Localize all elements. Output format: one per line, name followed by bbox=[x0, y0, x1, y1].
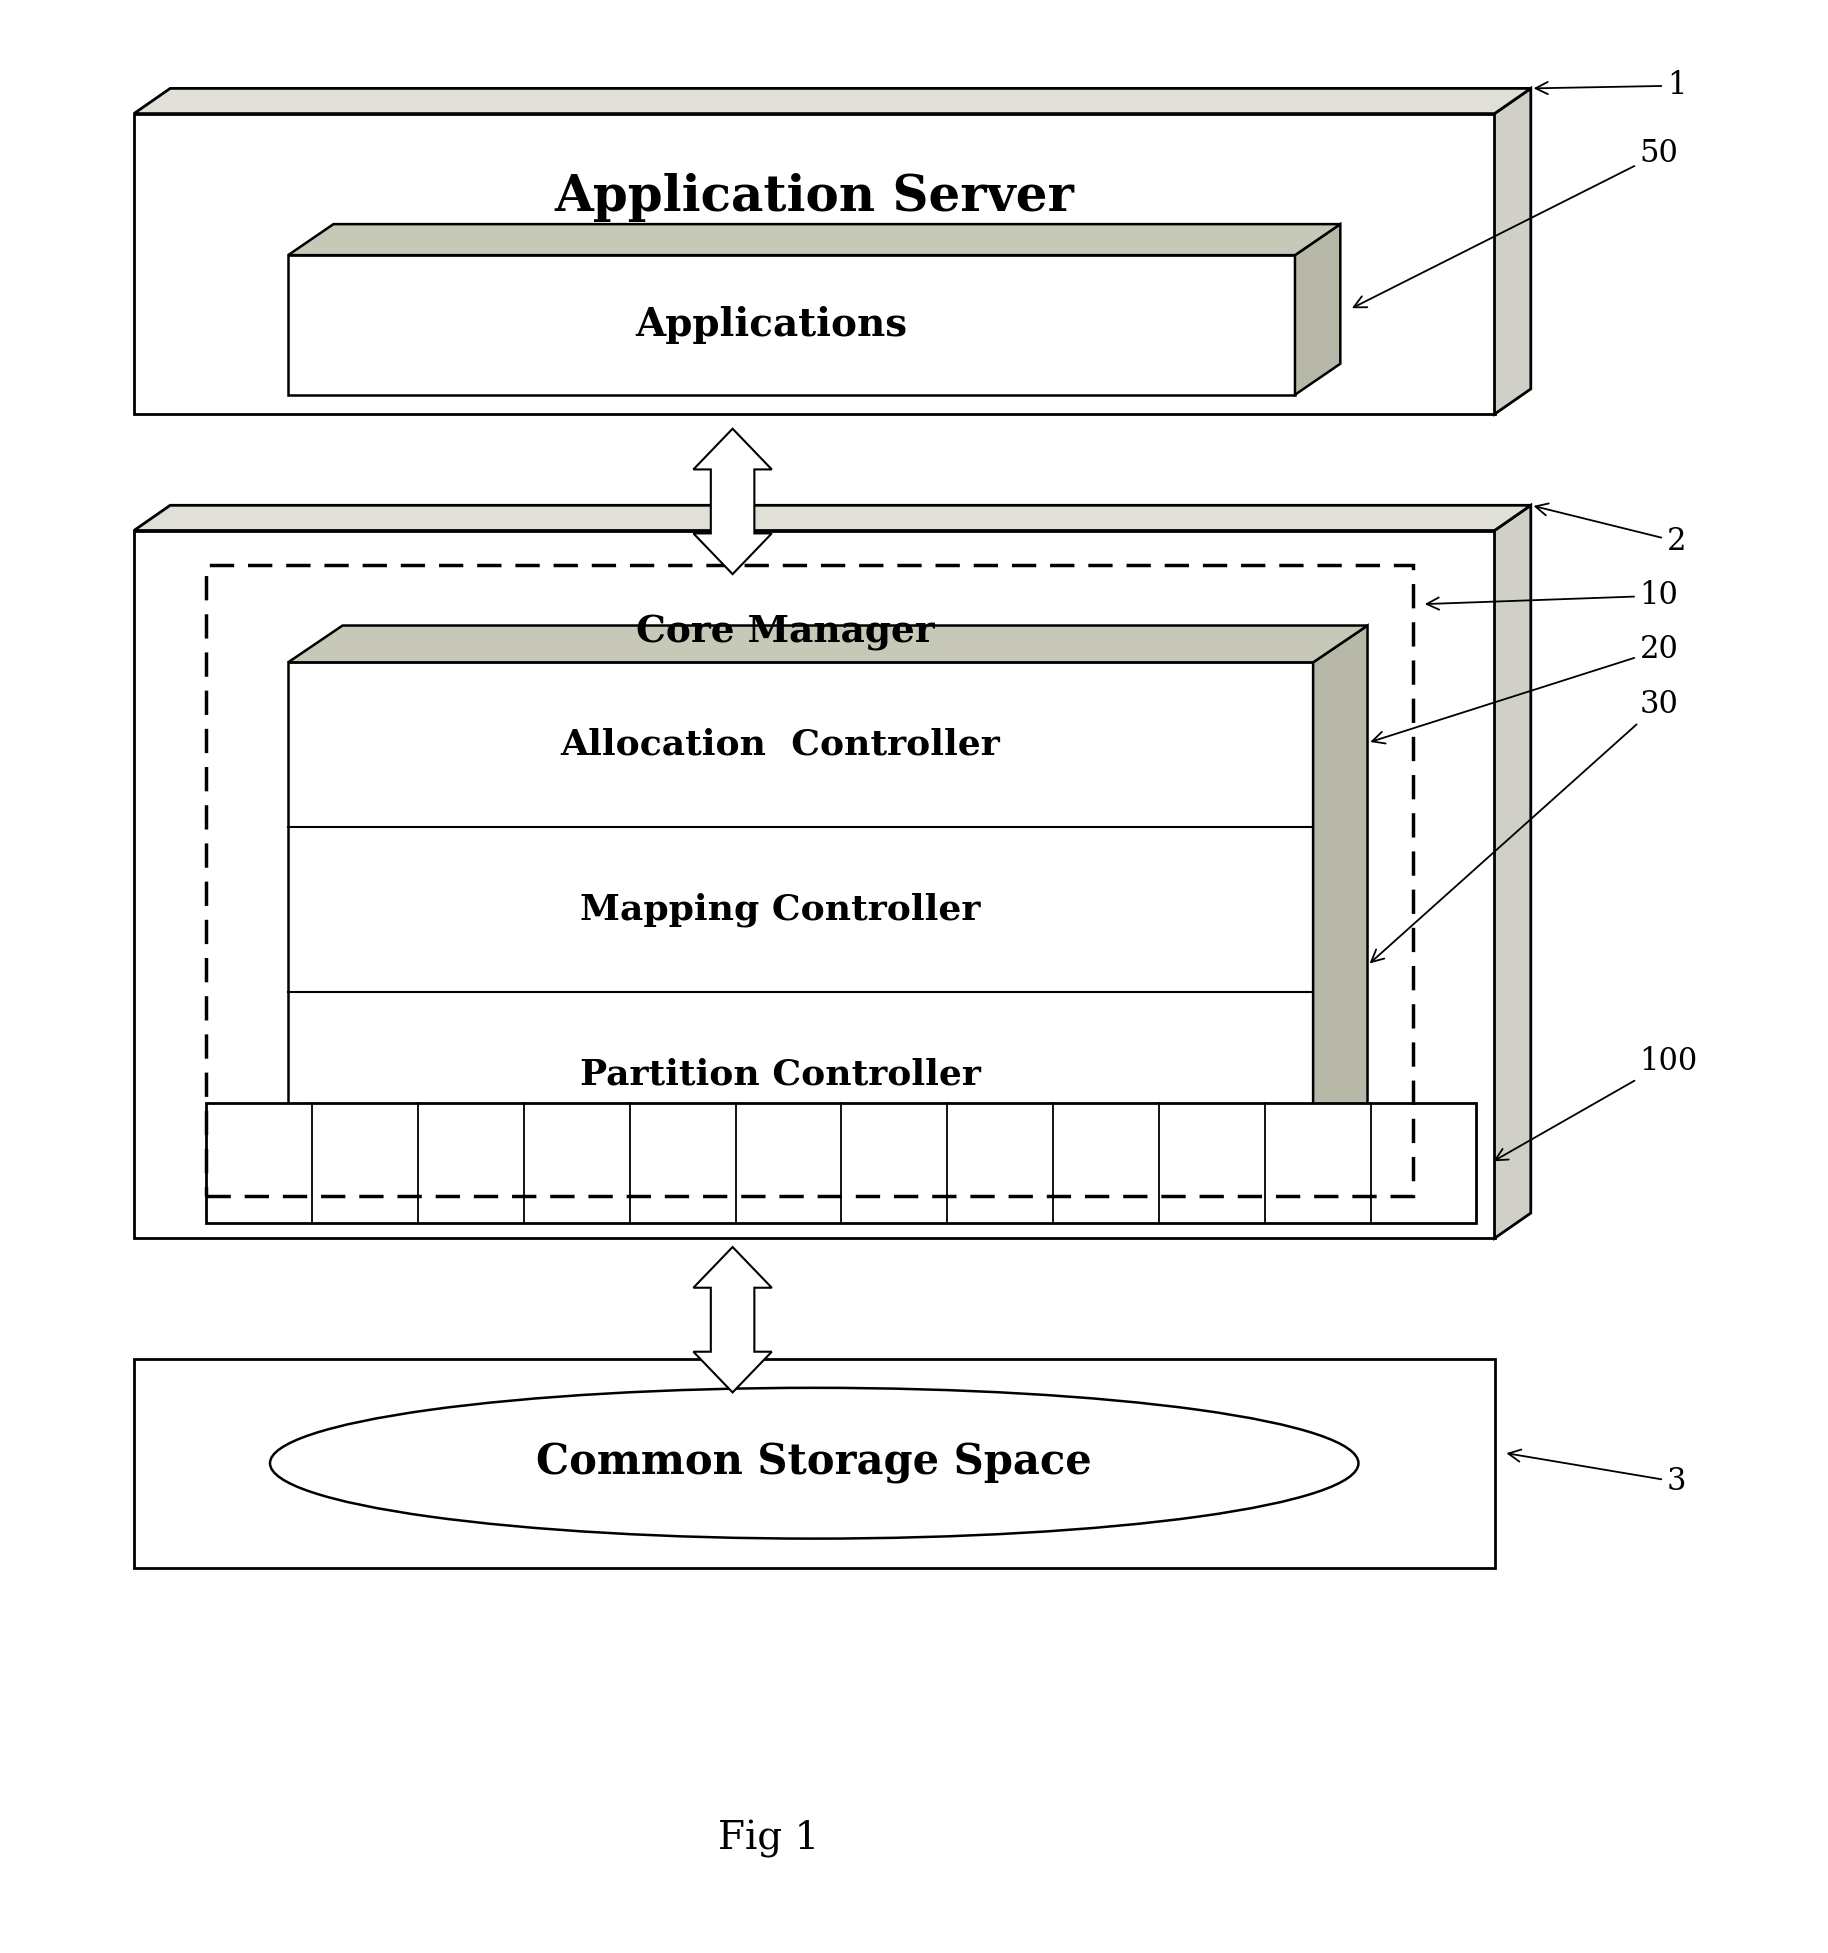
Polygon shape bbox=[693, 1248, 771, 1392]
Text: 20: 20 bbox=[1373, 635, 1678, 744]
Polygon shape bbox=[1495, 88, 1530, 414]
Polygon shape bbox=[1294, 225, 1340, 395]
Text: 2: 2 bbox=[1536, 504, 1687, 557]
Ellipse shape bbox=[271, 1389, 1358, 1539]
Text: Core Manager: Core Manager bbox=[636, 613, 934, 650]
Polygon shape bbox=[289, 625, 1367, 662]
Text: 10: 10 bbox=[1426, 580, 1678, 611]
Polygon shape bbox=[289, 256, 1294, 395]
Text: Common Storage Space: Common Storage Space bbox=[536, 1441, 1091, 1484]
Polygon shape bbox=[289, 662, 1313, 1156]
Polygon shape bbox=[1313, 625, 1367, 1156]
Polygon shape bbox=[133, 88, 1530, 113]
Text: Mapping Controller: Mapping Controller bbox=[579, 893, 980, 928]
Polygon shape bbox=[133, 113, 1495, 414]
Text: 50: 50 bbox=[1355, 139, 1678, 307]
Polygon shape bbox=[133, 506, 1530, 531]
Text: Applications: Applications bbox=[636, 307, 907, 344]
Text: Allocation  Controller: Allocation Controller bbox=[559, 728, 1000, 762]
Polygon shape bbox=[289, 225, 1340, 256]
Text: Fig 1: Fig 1 bbox=[718, 1820, 819, 1859]
Text: Partition Controller: Partition Controller bbox=[579, 1057, 980, 1092]
Text: 100: 100 bbox=[1495, 1045, 1698, 1160]
Text: Application Server: Application Server bbox=[554, 174, 1075, 223]
Text: 1: 1 bbox=[1536, 70, 1687, 102]
Text: 30: 30 bbox=[1371, 689, 1678, 963]
Text: 3: 3 bbox=[1508, 1449, 1687, 1498]
Polygon shape bbox=[133, 1359, 1495, 1568]
Polygon shape bbox=[693, 430, 771, 574]
Polygon shape bbox=[1495, 506, 1530, 1238]
Polygon shape bbox=[207, 1103, 1477, 1223]
Polygon shape bbox=[133, 531, 1495, 1238]
